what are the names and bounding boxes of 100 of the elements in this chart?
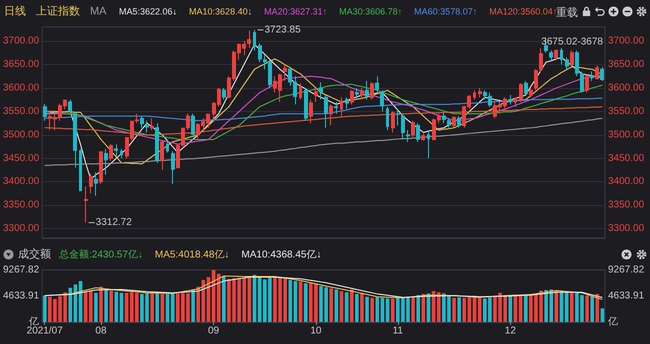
y2-tick-label: 3450.00 (608, 152, 645, 164)
candlestick (534, 68, 538, 91)
candlestick (43, 103, 47, 122)
y-tick-label: 9267.82 (2, 264, 40, 276)
bar (150, 292, 154, 322)
y2-tick-label: 亿 (607, 316, 618, 328)
bar (416, 295, 420, 322)
candlestick (442, 112, 446, 124)
candlestick (565, 56, 569, 70)
bar (422, 294, 426, 322)
candlestick (427, 130, 430, 159)
chart-subtitle: 日线 (4, 4, 26, 18)
candlestick (140, 116, 144, 128)
bar (94, 292, 98, 322)
line-series (44, 98, 603, 122)
candlestick (457, 116, 461, 128)
candlestick (299, 82, 302, 100)
y-tick-label: 3350.00 (2, 200, 40, 211)
text: MA5:3622.06↓ (119, 6, 178, 16)
candlestick (524, 80, 528, 96)
candlestick (595, 64, 599, 80)
x-tick-label: 11 (392, 326, 404, 336)
candlestick (600, 66, 604, 82)
bar (340, 291, 344, 322)
candlestick (314, 87, 318, 103)
candlestick (478, 87, 482, 98)
candlestick (391, 110, 395, 133)
y-tick-label: 3600.00 (2, 82, 40, 94)
bar (155, 293, 160, 322)
candlestick (340, 96, 343, 117)
bar (411, 296, 415, 322)
line-series (44, 74, 603, 145)
bar (344, 292, 348, 322)
candlestick (375, 76, 379, 94)
bar (42, 296, 47, 322)
chart-title: 上证指数 (36, 4, 80, 18)
y-tick-label: 3700.00 (2, 36, 40, 47)
text: MA20:3627.31↑ (264, 6, 328, 16)
candlestick (166, 139, 169, 154)
bar (99, 286, 103, 322)
bar (360, 292, 364, 322)
annotation: 3312.72 (96, 217, 132, 228)
candlestick (355, 87, 359, 100)
bar (109, 290, 114, 322)
candlestick (585, 74, 589, 94)
candlestick (508, 94, 512, 105)
candlestick (560, 48, 563, 66)
candlestick (554, 49, 558, 60)
candlestick (519, 82, 523, 103)
series-label: MA10:4368.45亿↓ (241, 250, 322, 260)
series-label: MA5:4018.48亿↓ (154, 250, 230, 260)
candlestick (580, 71, 584, 94)
bar (370, 298, 374, 322)
y2-tick-label: 3350.00 (608, 200, 645, 211)
candlestick (570, 50, 574, 68)
y-tick-label: 3450.00 (2, 152, 40, 164)
y-tick-label: 3550.00 (2, 106, 40, 117)
bar (355, 294, 359, 322)
bar (590, 296, 594, 322)
bar (426, 293, 430, 322)
candlestick (488, 92, 492, 108)
bar (508, 295, 512, 322)
y-tick-label: 3300.00 (2, 223, 40, 234)
candlestick (79, 148, 82, 192)
candlestick (114, 144, 118, 156)
legend-title: MA (90, 6, 108, 18)
bar (304, 283, 308, 322)
x-tick-label: 08 (95, 326, 107, 336)
bar (104, 289, 108, 322)
candlestick (109, 144, 113, 162)
candlestick (401, 113, 405, 140)
candlestick (99, 150, 103, 185)
x-tick-label: 2021/07 (26, 326, 64, 336)
bar (554, 290, 558, 322)
y-tick-label: 亿 (28, 316, 40, 328)
candlestick (319, 82, 323, 100)
candlestick (360, 87, 364, 100)
candlestick (89, 172, 93, 194)
candlestick (447, 118, 451, 128)
candlestick (94, 172, 98, 196)
candlestick (150, 118, 154, 131)
candlestick (324, 94, 328, 128)
bar (298, 282, 302, 322)
candlestick (421, 132, 425, 141)
bar (524, 294, 528, 322)
candlestick (160, 140, 164, 171)
bar (191, 289, 195, 322)
y-tick-label: 3500.00 (2, 129, 40, 140)
candlestick (396, 108, 400, 126)
y2-tick-label: 3500.00 (608, 129, 645, 140)
candlestick (283, 64, 287, 82)
y2-tick-label: 3700.00 (608, 36, 645, 47)
x-tick-label: 12 (504, 326, 516, 336)
y-tick-label: 3650.00 (2, 59, 40, 70)
candlestick (247, 30, 251, 49)
candlestick (145, 120, 149, 133)
candlestick (549, 50, 553, 60)
y2-tick-label: 9267.82 (608, 264, 645, 276)
chart-title: 成交额 (18, 248, 51, 260)
candlestick (514, 96, 517, 108)
